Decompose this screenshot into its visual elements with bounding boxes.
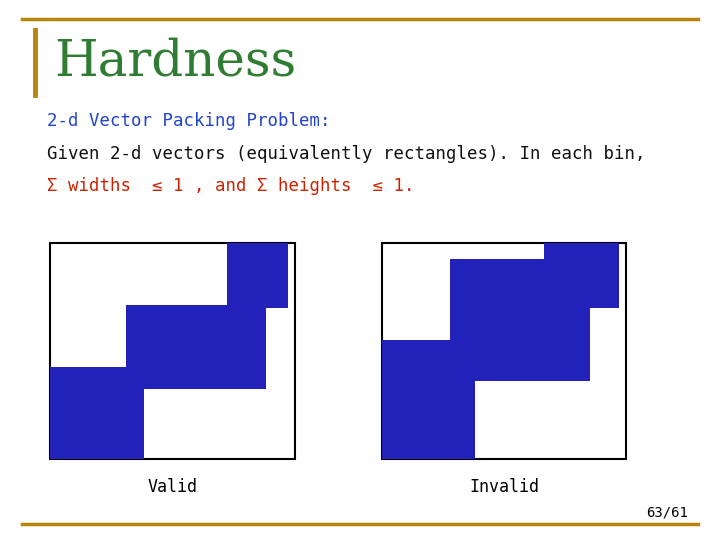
Text: Hardness: Hardness bbox=[54, 37, 296, 87]
Text: Invalid: Invalid bbox=[469, 478, 539, 496]
Text: 63/61: 63/61 bbox=[646, 505, 688, 519]
Bar bbox=[382, 243, 626, 459]
Bar bbox=[382, 340, 475, 459]
Bar bbox=[450, 259, 590, 381]
Text: Given 2-d vectors (equivalently rectangles). In each bin,: Given 2-d vectors (equivalently rectangl… bbox=[47, 145, 645, 163]
Text: 2-d Vector Packing Problem:: 2-d Vector Packing Problem: bbox=[47, 112, 330, 131]
Text: Σ widths  ≤ 1 , and Σ heights  ≤ 1.: Σ widths ≤ 1 , and Σ heights ≤ 1. bbox=[47, 177, 414, 195]
Text: Valid: Valid bbox=[148, 478, 198, 496]
Bar bbox=[227, 243, 288, 308]
Bar bbox=[544, 243, 619, 308]
Bar bbox=[126, 305, 266, 389]
Bar bbox=[50, 367, 144, 459]
Bar bbox=[50, 243, 295, 459]
